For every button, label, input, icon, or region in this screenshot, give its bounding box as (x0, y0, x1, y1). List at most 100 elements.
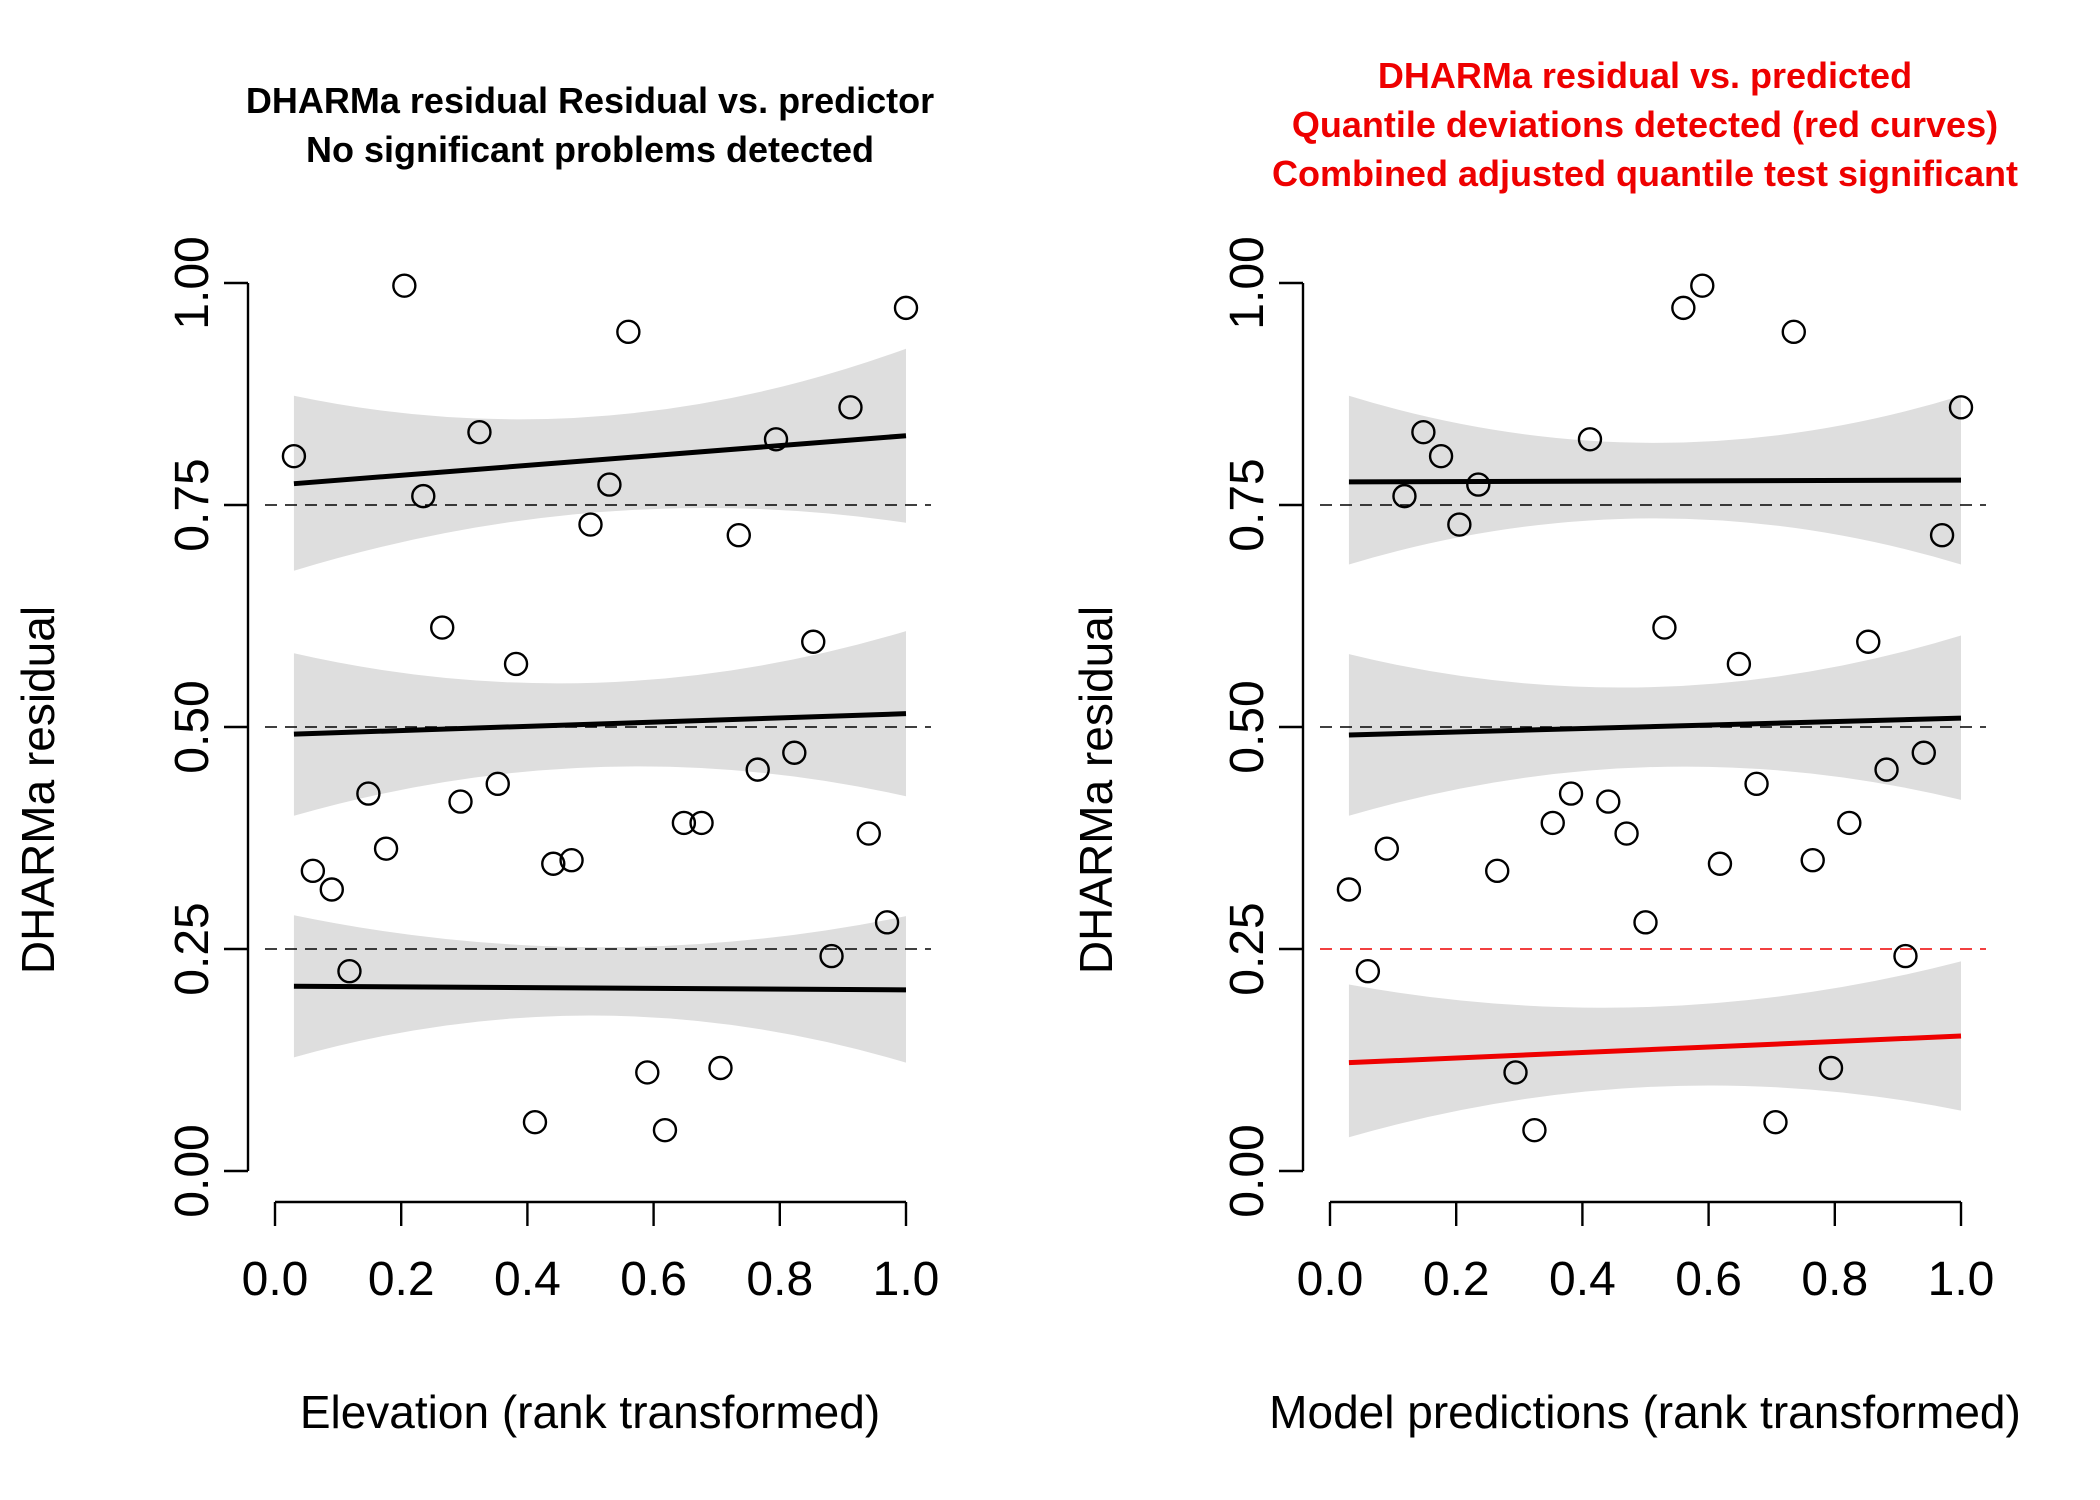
x-tick-label: 1.0 (873, 1253, 940, 1306)
x-tick-label: 0.8 (1801, 1253, 1868, 1306)
data-point (1707, 851, 1733, 876)
x-tick-label: 0.0 (242, 1253, 309, 1306)
data-point (893, 295, 919, 321)
x-tick-label: 1.0 (1928, 1253, 1995, 1306)
y-tick-label: 0.00 (166, 1124, 219, 1217)
data-point (782, 740, 807, 765)
data-point (541, 851, 566, 876)
data-point (1522, 1117, 1547, 1143)
y-tick-label: 0.75 (166, 458, 219, 551)
data-point (838, 395, 863, 420)
quantile-fit-line-0.25 (1348, 1033, 1962, 1066)
x-tick-label: 0.8 (746, 1253, 813, 1306)
data-point (689, 810, 714, 836)
data-point (1911, 740, 1936, 765)
data-point (1726, 651, 1752, 677)
data-point (1856, 629, 1881, 654)
x-axis-label: Model predictions (rank transformed) (1269, 1386, 2021, 1438)
data-point (337, 959, 362, 984)
quantile-fit-line-0.75 (1348, 477, 1962, 485)
data-point (356, 781, 381, 806)
data-point (467, 419, 492, 445)
data-point (856, 821, 881, 846)
right-panel: 0.00 0.25 0.50 0.75 1.00 0.0 0.2 0.4 0.6 0.8 1.0 Mo… (1070, 55, 2021, 1438)
left-panel: 0.00 0.25 0.50 0.75 1.00 0.0 0.2 0.4 0.6 0.8 1.0 El… (12, 80, 939, 1438)
data-point (1336, 877, 1362, 902)
data-point (1503, 1060, 1528, 1085)
quantile-fit-line-0.75 (293, 433, 907, 487)
chart-title-line: DHARMa residual Residual vs. predictor (246, 80, 934, 121)
quantile-fit-line-0.25 (293, 983, 907, 993)
data-point (430, 615, 455, 640)
data-point (819, 943, 844, 969)
x-tick-label: 0.6 (620, 1253, 687, 1306)
chart-title-line: DHARMa residual vs. predicted (1378, 55, 1912, 96)
chart-title-line: Combined adjusted quantile test signific… (1272, 153, 2018, 194)
data-point (1800, 848, 1825, 873)
data-point (1374, 836, 1399, 861)
data-point (448, 789, 473, 814)
x-tick-label: 0.2 (1423, 1253, 1490, 1306)
data-point (503, 651, 529, 677)
data-point (522, 1109, 548, 1135)
y-tick-label: 0.25 (1221, 902, 1274, 995)
data-point (745, 757, 770, 782)
data-point (319, 877, 344, 902)
data-point (708, 1055, 733, 1081)
data-point (671, 810, 697, 836)
data-point (1428, 443, 1454, 469)
data-point (1948, 395, 1974, 420)
chart-title-line: No significant problems detected (306, 129, 874, 170)
data-point (1818, 1055, 1844, 1081)
data-point (485, 771, 510, 797)
data-point (1485, 858, 1510, 884)
chart-title-line: Quantile deviations detected (red curves… (1292, 104, 1998, 145)
data-point (1893, 943, 1918, 969)
x-tick-label: 0.0 (1297, 1253, 1364, 1306)
y-tick-label: 0.50 (166, 680, 219, 773)
data-point (1411, 419, 1436, 445)
y-tick-label: 1.00 (1221, 236, 1274, 329)
y-tick-label: 0.50 (1221, 680, 1274, 773)
data-point (597, 472, 622, 497)
data-point (373, 836, 399, 861)
data-point (652, 1117, 678, 1143)
data-point (801, 629, 826, 654)
y-tick-label: 0.00 (1221, 1124, 1274, 1217)
data-point (1744, 771, 1769, 797)
data-point (1781, 319, 1806, 345)
x-axis-label: Elevation (rank transformed) (300, 1386, 880, 1438)
data-point (1540, 810, 1565, 836)
quantile-fit-line-0.5 (1348, 715, 1962, 738)
data-point (281, 443, 307, 469)
data-point (1558, 781, 1584, 806)
y-tick-label: 0.25 (166, 902, 219, 995)
data-point (635, 1060, 660, 1085)
data-point (1355, 959, 1381, 984)
data-point (726, 522, 751, 548)
x-tick-label: 0.2 (368, 1253, 435, 1306)
data-point (1652, 615, 1677, 640)
data-point (578, 512, 603, 537)
data-point (392, 273, 417, 298)
data-point (1447, 512, 1472, 537)
x-tick-label: 0.4 (1549, 1253, 1616, 1306)
data-point (559, 848, 584, 873)
y-axis-label: DHARMa residual (12, 606, 64, 974)
data-point (1596, 789, 1621, 814)
data-point (1614, 821, 1639, 846)
data-point (1874, 757, 1899, 782)
y-axis-label: DHARMa residual (1070, 606, 1122, 974)
data-point (1392, 483, 1417, 509)
y-tick-label: 1.00 (166, 236, 219, 329)
data-point (411, 483, 436, 509)
data-point (1466, 472, 1491, 497)
quantile-fit-line-0.5 (293, 711, 907, 737)
data-point (874, 910, 900, 935)
data-point (1671, 295, 1696, 321)
data-point (300, 858, 326, 884)
data-point (1690, 273, 1715, 298)
data-point (1577, 427, 1603, 452)
data-point (1837, 810, 1862, 836)
